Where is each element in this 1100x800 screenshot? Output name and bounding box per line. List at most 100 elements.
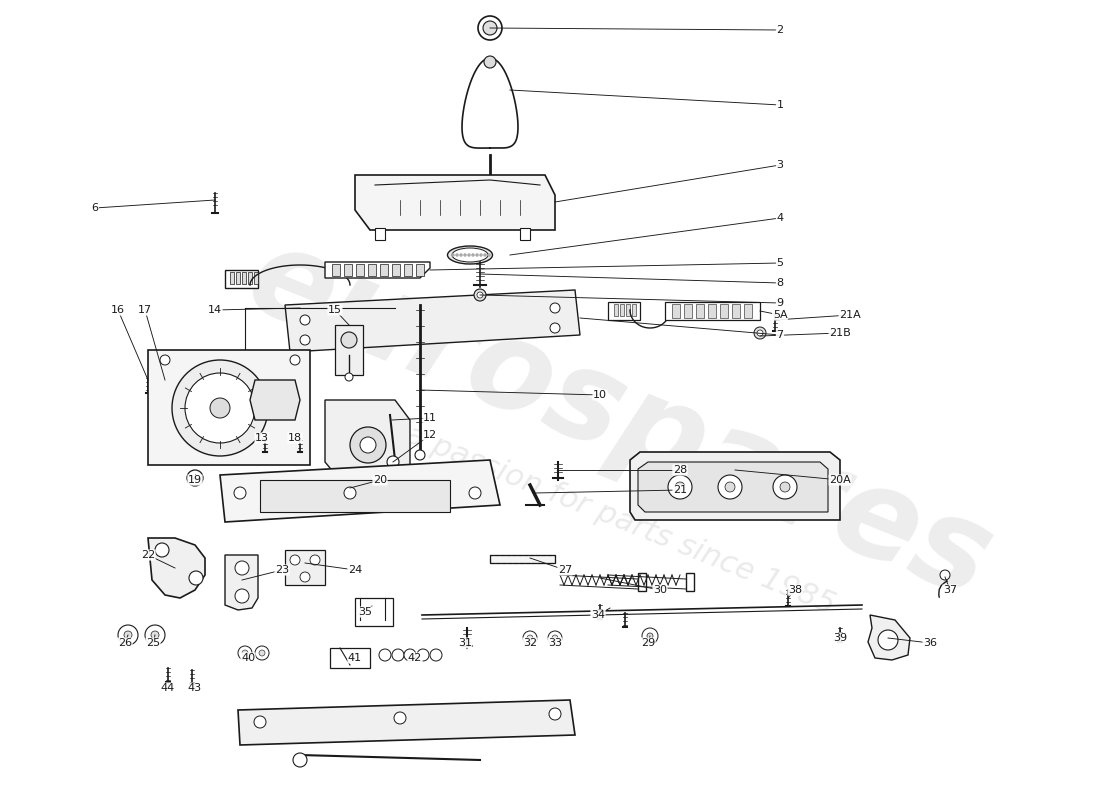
Circle shape <box>725 482 735 492</box>
Polygon shape <box>375 228 385 240</box>
Text: 35: 35 <box>358 607 372 617</box>
Circle shape <box>300 315 310 325</box>
Bar <box>248 272 252 284</box>
Text: 24: 24 <box>348 565 362 575</box>
Circle shape <box>387 456 399 468</box>
Text: 30: 30 <box>653 585 667 595</box>
Circle shape <box>460 254 462 257</box>
Bar <box>254 272 258 284</box>
Bar <box>720 304 728 318</box>
Bar <box>260 480 450 512</box>
Circle shape <box>718 475 743 499</box>
Bar <box>242 272 246 284</box>
Text: eurospares: eurospares <box>231 216 1009 624</box>
Circle shape <box>160 355 170 365</box>
Circle shape <box>940 570 950 580</box>
Circle shape <box>472 254 474 257</box>
Circle shape <box>187 470 204 486</box>
Bar <box>638 573 646 591</box>
Polygon shape <box>148 538 205 598</box>
Polygon shape <box>250 380 300 420</box>
Circle shape <box>238 646 252 660</box>
Circle shape <box>550 303 560 313</box>
Circle shape <box>255 646 270 660</box>
Text: 16: 16 <box>111 305 125 315</box>
Text: 21A: 21A <box>839 310 861 320</box>
Circle shape <box>754 327 766 339</box>
Text: 33: 33 <box>548 638 562 648</box>
Circle shape <box>379 649 390 661</box>
Circle shape <box>550 323 560 333</box>
Polygon shape <box>462 58 518 148</box>
Circle shape <box>151 631 160 639</box>
Circle shape <box>647 633 653 639</box>
Circle shape <box>474 289 486 301</box>
Polygon shape <box>226 555 258 610</box>
Circle shape <box>430 649 442 661</box>
Polygon shape <box>630 452 840 520</box>
Circle shape <box>185 373 255 443</box>
Text: 6: 6 <box>91 203 99 213</box>
Circle shape <box>392 649 404 661</box>
Bar <box>336 325 363 375</box>
Circle shape <box>300 335 310 345</box>
Bar <box>230 272 234 284</box>
Polygon shape <box>285 290 580 352</box>
Text: 12: 12 <box>422 430 437 440</box>
Text: 31: 31 <box>458 638 472 648</box>
Text: 41: 41 <box>348 653 362 663</box>
Circle shape <box>189 571 204 585</box>
Bar <box>490 555 556 563</box>
Text: 27: 27 <box>558 565 572 575</box>
Circle shape <box>469 487 481 499</box>
Bar <box>626 304 630 316</box>
Text: 36: 36 <box>923 638 937 648</box>
Text: 18: 18 <box>288 433 302 443</box>
Polygon shape <box>638 462 828 512</box>
Circle shape <box>300 572 310 582</box>
Text: 32: 32 <box>522 638 537 648</box>
Text: 26: 26 <box>118 638 132 648</box>
Text: 21: 21 <box>673 485 688 495</box>
Circle shape <box>477 292 483 298</box>
Circle shape <box>552 635 558 641</box>
Circle shape <box>415 450 425 460</box>
Polygon shape <box>520 228 530 240</box>
Circle shape <box>478 16 502 40</box>
Circle shape <box>757 330 763 336</box>
Circle shape <box>394 712 406 724</box>
Circle shape <box>480 254 483 257</box>
Text: 42: 42 <box>408 653 422 663</box>
Circle shape <box>522 631 537 645</box>
Circle shape <box>487 254 491 257</box>
Circle shape <box>350 427 386 463</box>
Circle shape <box>124 631 132 639</box>
Text: 23: 23 <box>275 565 289 575</box>
Circle shape <box>235 589 249 603</box>
Circle shape <box>345 373 353 381</box>
Bar <box>708 304 716 318</box>
Text: 28: 28 <box>673 465 688 475</box>
Text: 3: 3 <box>777 160 783 170</box>
Text: 29: 29 <box>641 638 656 648</box>
Circle shape <box>118 625 138 645</box>
Bar <box>404 264 412 276</box>
Circle shape <box>475 254 478 257</box>
Bar <box>344 264 352 276</box>
Polygon shape <box>324 262 430 278</box>
Circle shape <box>675 482 685 492</box>
Circle shape <box>242 650 248 656</box>
Polygon shape <box>324 400 410 480</box>
Circle shape <box>549 708 561 720</box>
Bar <box>696 304 704 318</box>
Circle shape <box>483 21 497 35</box>
Bar <box>356 264 364 276</box>
Polygon shape <box>666 302 760 320</box>
Bar <box>744 304 752 318</box>
Text: 5: 5 <box>777 258 783 268</box>
Circle shape <box>455 254 459 257</box>
Circle shape <box>417 649 429 661</box>
Bar <box>285 550 324 585</box>
Bar <box>684 304 692 318</box>
Bar <box>355 598 393 626</box>
